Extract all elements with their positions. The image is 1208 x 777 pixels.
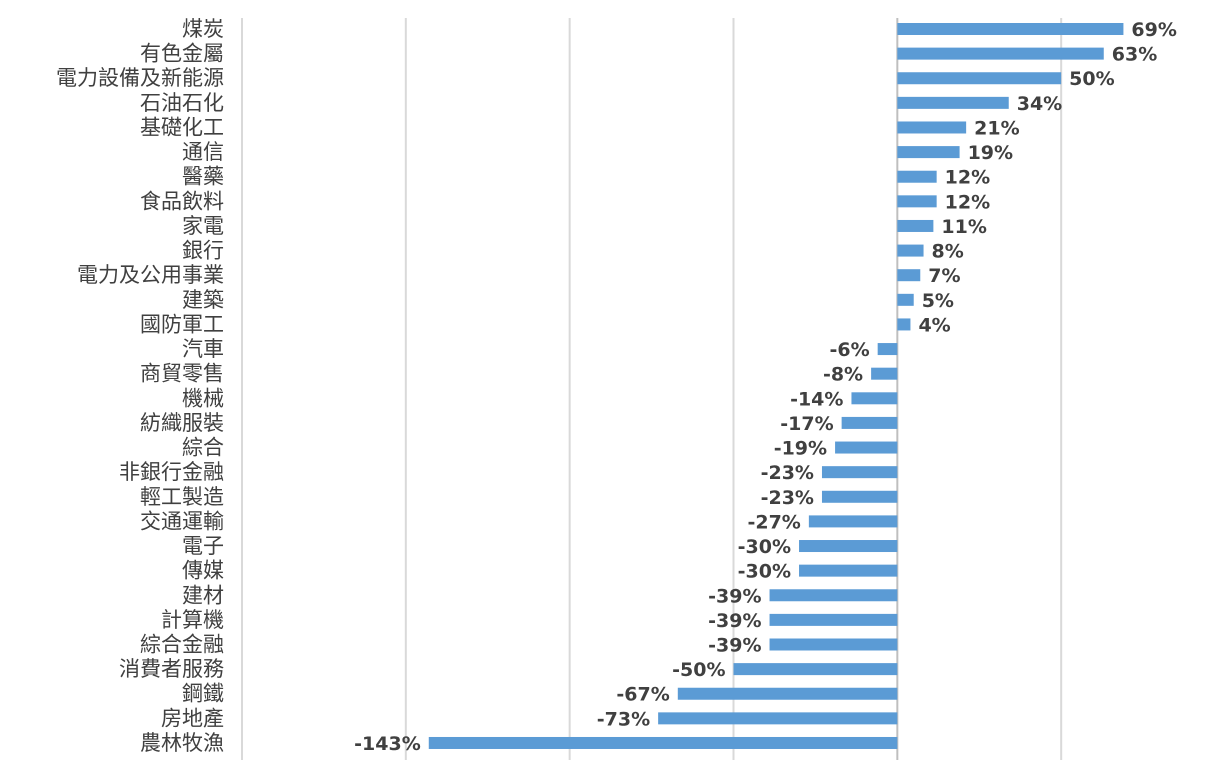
data-label: 8% (932, 241, 964, 263)
bar (841, 416, 898, 429)
category-label: 機械 (182, 386, 224, 410)
bar (799, 540, 898, 553)
category-label: 消費者服務 (119, 657, 224, 681)
category-label: 紡織服裝 (140, 411, 224, 435)
category-label: 石油石化 (140, 91, 224, 115)
category-label: 計算機 (161, 608, 224, 632)
bar (851, 392, 898, 405)
data-label: -23% (761, 487, 814, 509)
bar (821, 466, 898, 479)
bar (897, 244, 924, 257)
data-label: -143% (354, 733, 421, 755)
data-label: -17% (780, 413, 833, 435)
gridlines (241, 18, 1063, 760)
data-label: -39% (708, 585, 761, 607)
category-label: 商貿零售 (140, 362, 224, 386)
bar (835, 441, 898, 454)
category-label: 交通運輸 (140, 509, 224, 533)
data-label: -27% (747, 511, 800, 533)
bar (769, 589, 898, 602)
bar (897, 219, 934, 232)
data-label: 11% (941, 216, 986, 238)
bar (877, 343, 898, 356)
data-label: 50% (1069, 68, 1114, 90)
category-label: 通信 (182, 140, 224, 164)
bar (769, 638, 898, 651)
bar (897, 318, 911, 331)
bar (428, 736, 898, 749)
bar (799, 564, 898, 577)
bar (897, 146, 960, 159)
category-label: 鋼鐵 (182, 682, 224, 706)
data-label: -8% (823, 364, 863, 386)
data-label: -14% (790, 388, 843, 410)
bars (428, 23, 1124, 749)
data-label: -6% (830, 339, 870, 361)
category-label: 煤炭 (182, 17, 224, 41)
category-label: 綜合金融 (140, 633, 224, 657)
category-label: 傳媒 (182, 559, 224, 583)
category-label: 綜合 (182, 436, 224, 460)
bar (897, 195, 937, 208)
data-label: 7% (928, 265, 960, 287)
data-label: 34% (1017, 93, 1062, 115)
category-label: 房地產 (161, 706, 224, 730)
data-label: -23% (761, 462, 814, 484)
bar (658, 712, 898, 725)
bar (897, 269, 921, 282)
data-label: 12% (945, 167, 990, 189)
bar (897, 121, 967, 134)
category-label: 電力設備及新能源 (56, 66, 224, 90)
category-label: 汽車 (182, 337, 224, 361)
category-label: 輕工製造 (140, 485, 224, 509)
data-label: -50% (672, 659, 725, 681)
category-label: 家電 (182, 214, 224, 238)
category-labels: 煤炭有色金屬電力設備及新能源石油石化基礎化工通信醫藥食品飲料家電銀行電力及公用事… (56, 17, 224, 755)
category-label: 建材 (182, 583, 224, 607)
data-label: 19% (968, 142, 1013, 164)
data-label: 5% (922, 290, 954, 312)
category-label: 食品飲料 (140, 189, 224, 213)
category-label: 電子 (182, 534, 224, 558)
category-label: 基礎化工 (140, 115, 224, 139)
bar (897, 96, 1009, 109)
bar (897, 72, 1062, 85)
data-label: -30% (738, 536, 791, 558)
value-labels: 69% 63%50% 34%21% 19% 12%12% 11% 8%7% 5%4% -6% -8… (354, 19, 1177, 755)
bar (897, 170, 937, 183)
data-label: 12% (945, 191, 990, 213)
category-label: 有色金屬 (140, 42, 224, 66)
data-label: -39% (708, 610, 761, 632)
category-label: 電力及公用事業 (77, 263, 224, 287)
data-label: 21% (974, 117, 1019, 139)
bar (808, 515, 898, 528)
bar (897, 47, 1104, 60)
bar (897, 293, 914, 306)
bar (821, 490, 898, 503)
bar (897, 23, 1124, 35)
category-label: 建築 (182, 288, 224, 312)
data-label: -67% (616, 684, 669, 706)
data-label: -30% (738, 561, 791, 583)
category-label: 非銀行金融 (119, 460, 224, 484)
data-label: 4% (918, 314, 950, 336)
bar (733, 663, 898, 676)
bar (677, 687, 898, 700)
category-label: 銀行 (182, 239, 224, 263)
data-label: -39% (708, 635, 761, 657)
category-label: 國防軍工 (140, 312, 224, 336)
data-label: -19% (774, 438, 827, 460)
data-label: 69% (1131, 19, 1176, 41)
bar (871, 367, 898, 380)
data-label: -73% (597, 708, 650, 730)
category-label: 醫藥 (182, 165, 224, 189)
category-label: 農林牧漁 (140, 731, 224, 755)
bar (769, 613, 898, 626)
data-label: 63% (1112, 44, 1157, 66)
